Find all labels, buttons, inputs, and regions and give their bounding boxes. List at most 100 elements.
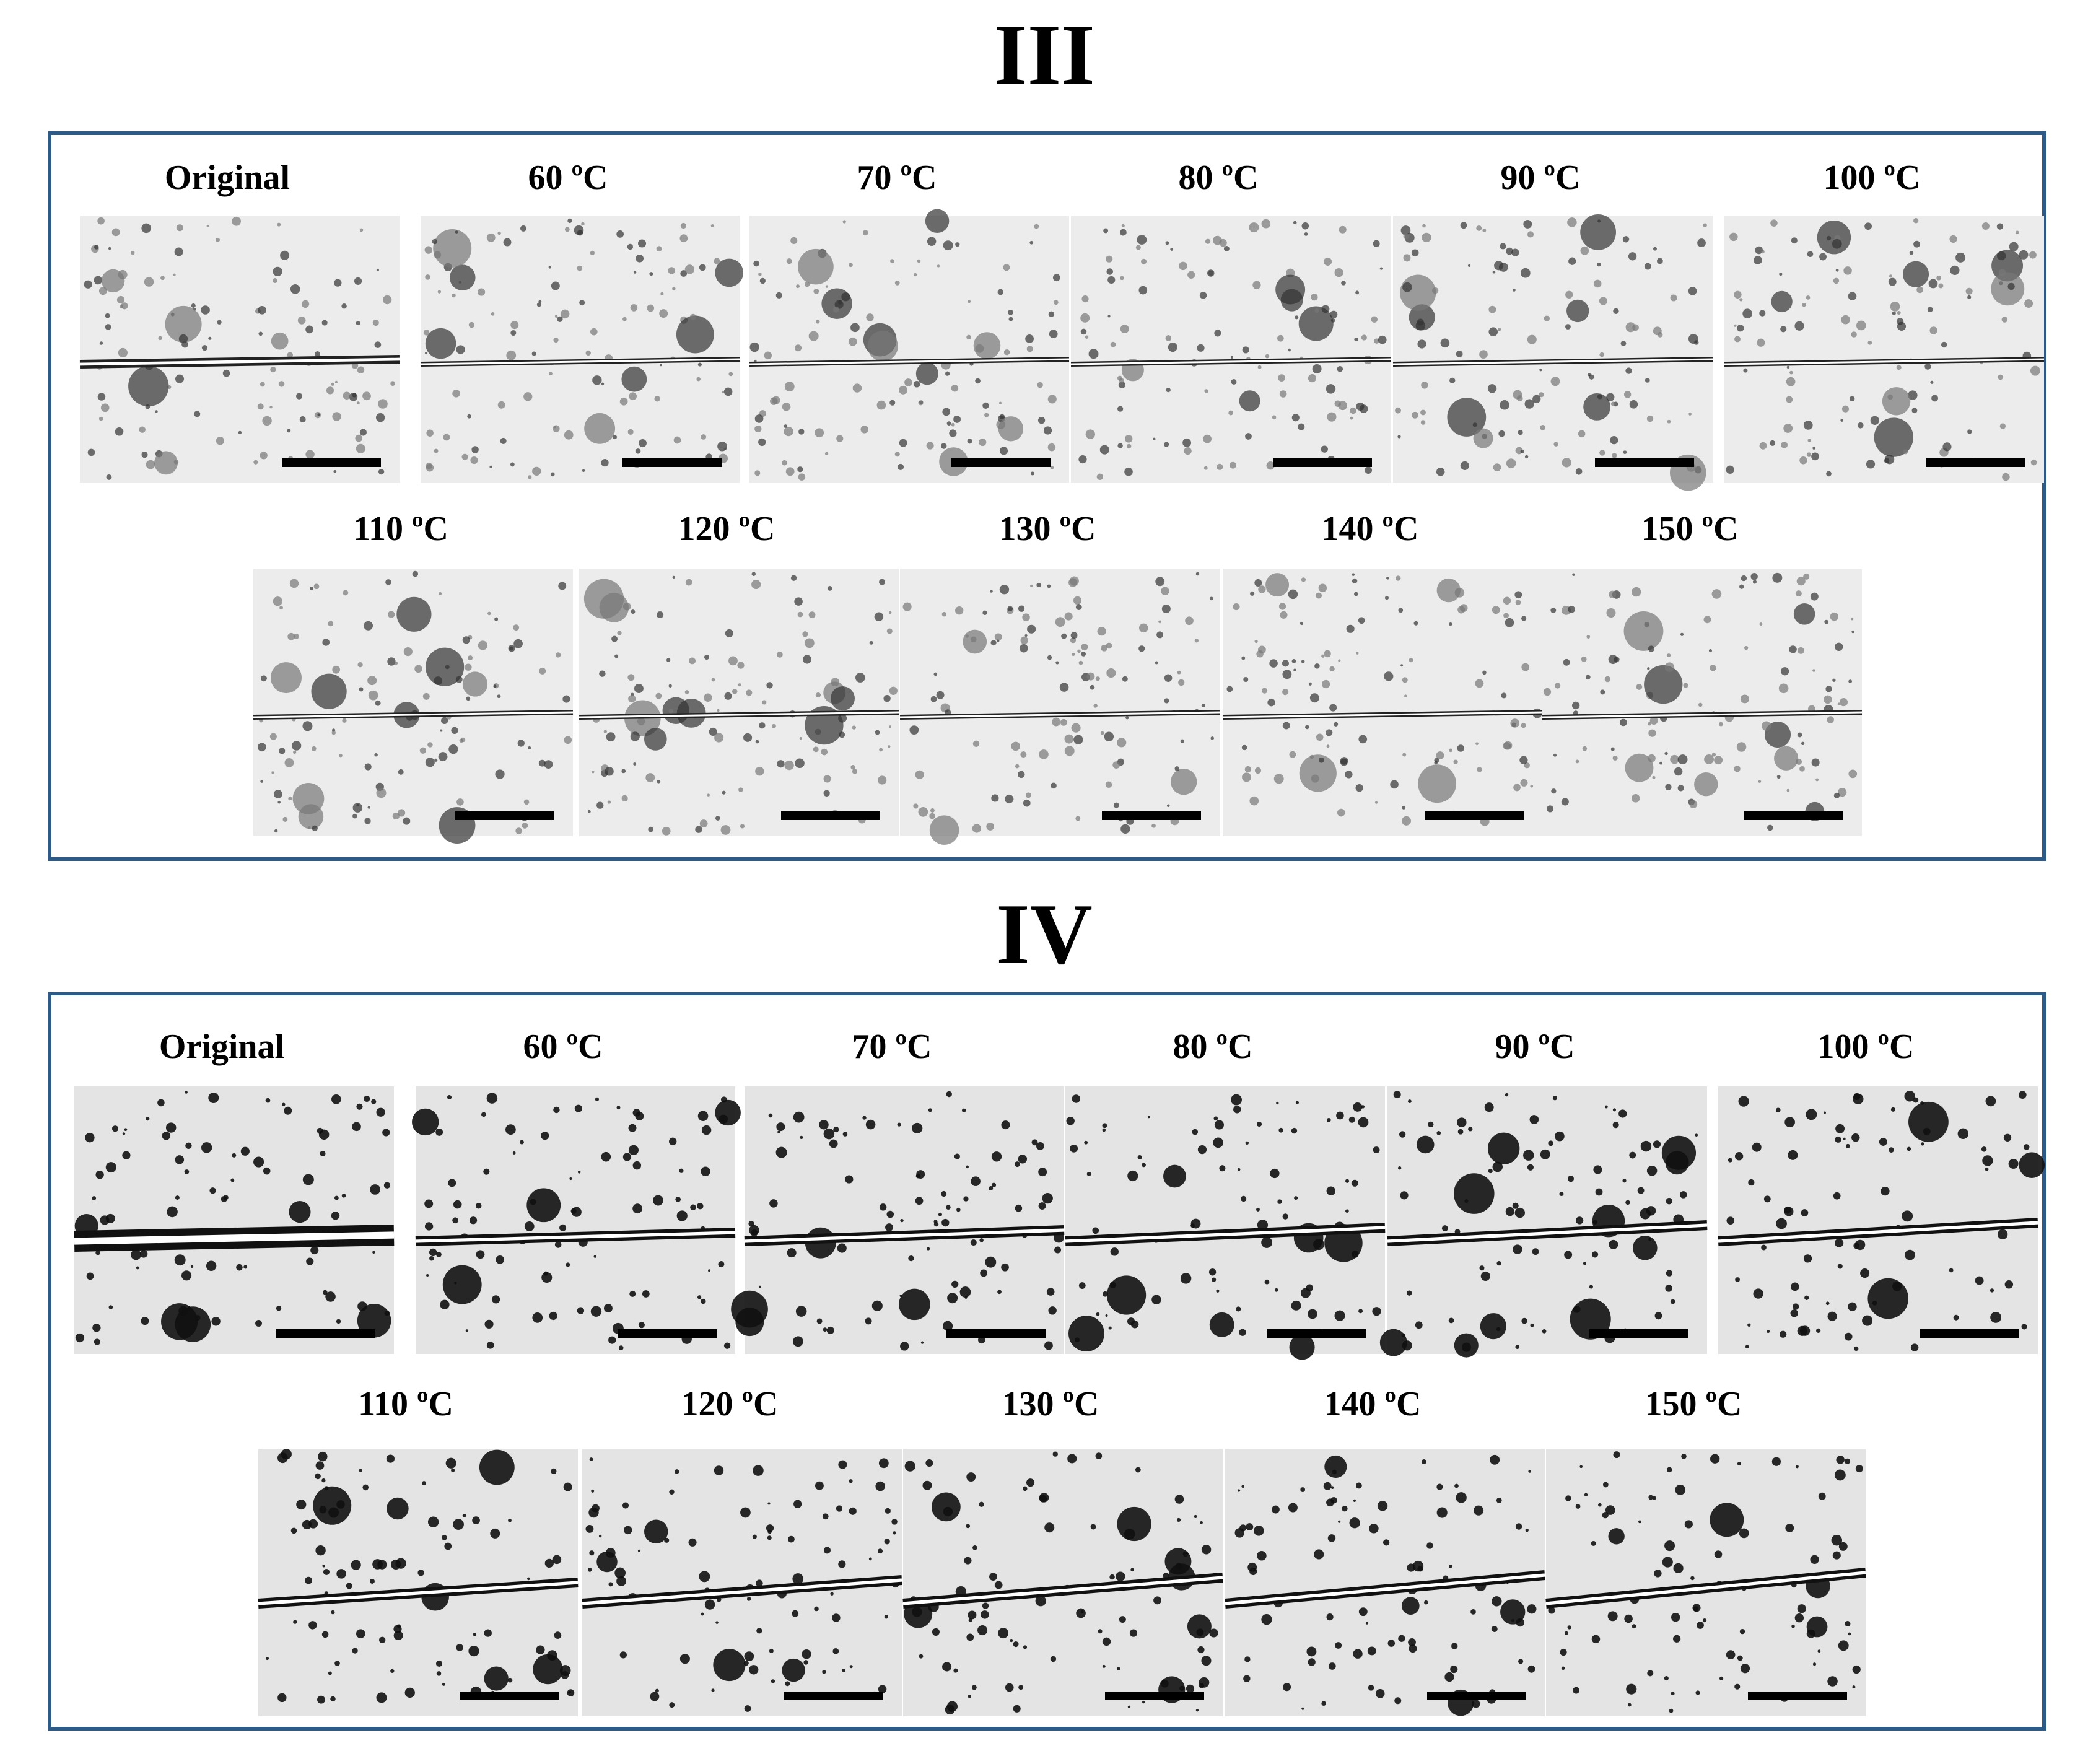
particle	[1479, 1265, 1485, 1271]
particle	[704, 655, 709, 660]
particle	[1257, 365, 1262, 369]
particle	[2023, 1144, 2030, 1150]
particle	[1771, 1457, 1781, 1466]
particle	[1269, 659, 1278, 668]
particle	[331, 730, 336, 735]
particle	[1623, 450, 1627, 454]
particle	[955, 606, 964, 615]
particle	[1403, 254, 1411, 262]
particle	[786, 258, 792, 264]
particle	[1249, 222, 1259, 233]
particle	[942, 408, 951, 416]
particle	[829, 1139, 838, 1148]
particle	[1659, 761, 1662, 765]
particle	[637, 717, 645, 726]
particle	[1849, 396, 1855, 401]
particle	[951, 422, 955, 427]
particle	[175, 374, 185, 383]
particle	[1054, 300, 1059, 305]
particle	[2016, 230, 2019, 235]
particle	[1179, 261, 1187, 271]
particle	[1093, 704, 1098, 708]
particle	[918, 400, 924, 406]
particle	[891, 1519, 898, 1525]
particle	[520, 225, 526, 232]
particle	[453, 1200, 462, 1209]
particle	[1896, 318, 1904, 325]
particle	[1623, 391, 1632, 398]
particle	[738, 683, 741, 687]
particle	[999, 447, 1008, 455]
particle	[1797, 732, 1802, 738]
particle	[374, 753, 378, 757]
particle	[971, 1176, 981, 1187]
particle	[627, 243, 634, 250]
particle	[1864, 222, 1872, 230]
particle	[85, 1132, 95, 1143]
particle	[767, 1502, 771, 1505]
particle	[269, 406, 273, 409]
particle	[977, 1625, 988, 1636]
particle	[1907, 1146, 1911, 1151]
particle	[967, 439, 972, 444]
particle	[1942, 442, 1952, 452]
particle	[701, 1166, 710, 1176]
particle	[352, 803, 363, 813]
particle	[1254, 579, 1262, 587]
particle	[638, 239, 647, 248]
particle	[451, 1468, 455, 1472]
particle	[749, 342, 759, 352]
crack-gap	[253, 711, 574, 718]
particle	[1076, 1608, 1086, 1618]
particle	[318, 1451, 328, 1462]
particle	[1803, 573, 1810, 580]
particle	[396, 1624, 401, 1628]
particle	[1352, 578, 1358, 584]
particle	[1177, 670, 1181, 675]
particle	[1681, 1454, 1687, 1459]
particle	[622, 317, 627, 321]
particle	[538, 300, 542, 303]
particle	[395, 1558, 406, 1569]
particle	[1138, 645, 1145, 652]
particle	[728, 656, 738, 666]
particle	[1781, 667, 1789, 676]
particle	[1794, 321, 1804, 331]
particle	[666, 658, 671, 662]
particle	[1186, 1684, 1195, 1693]
crack-gap	[1065, 1226, 1386, 1243]
particle	[1390, 780, 1399, 789]
particle	[549, 372, 553, 376]
particle	[752, 1534, 757, 1539]
particle	[1453, 759, 1458, 764]
particle	[305, 450, 315, 459]
particle	[396, 596, 432, 632]
particle	[1138, 623, 1148, 633]
particle	[1098, 1629, 1103, 1634]
particle	[1377, 1501, 1388, 1511]
particle	[897, 463, 904, 471]
particle	[1214, 1120, 1225, 1130]
particle	[271, 771, 274, 774]
particle	[724, 692, 732, 700]
particle	[1036, 582, 1041, 588]
particle	[1451, 1643, 1458, 1649]
particle	[1265, 573, 1290, 597]
particle	[1799, 766, 1805, 772]
particle	[1612, 1108, 1616, 1112]
particle	[1449, 622, 1452, 626]
particle	[982, 610, 987, 616]
particle	[1047, 443, 1056, 452]
particle	[436, 1671, 442, 1676]
particle	[277, 1452, 288, 1464]
particle	[1916, 286, 1923, 294]
particle	[749, 1665, 759, 1675]
particle	[434, 758, 438, 762]
particle	[1231, 1094, 1242, 1106]
particle	[1996, 251, 2006, 261]
particle	[554, 1631, 562, 1639]
particle	[1254, 639, 1258, 644]
particle	[1511, 248, 1519, 256]
particle	[370, 1184, 380, 1195]
particle	[1213, 1116, 1218, 1121]
